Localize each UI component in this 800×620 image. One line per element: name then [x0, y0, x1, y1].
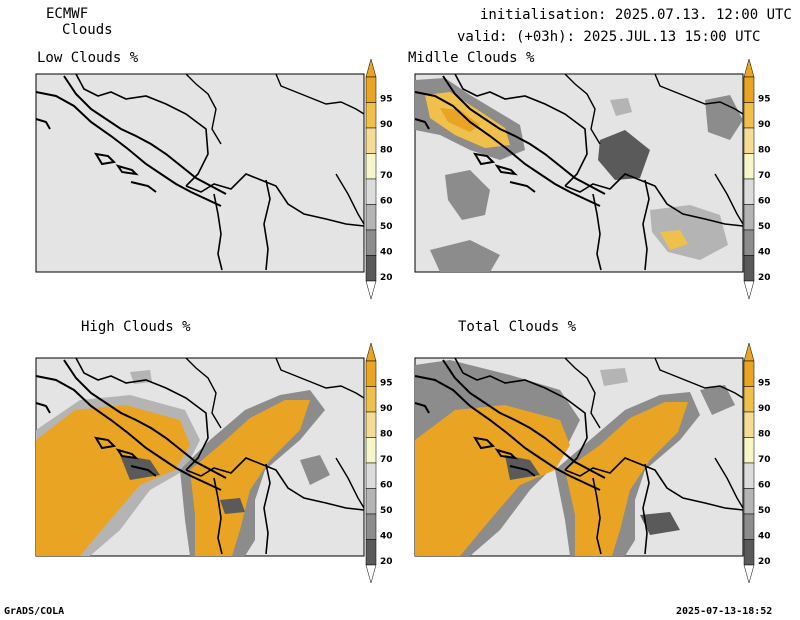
colorbar-label: 60	[758, 481, 771, 491]
colorbar-swatch	[743, 127, 755, 154]
colorbar-label: 70	[758, 455, 771, 465]
colorbar-swatch	[743, 229, 755, 256]
colorbar-swatch	[365, 386, 377, 413]
colorbar-swatch	[743, 255, 755, 282]
colorbar-label: 60	[380, 481, 393, 491]
colorbar-top-arrow	[365, 58, 377, 78]
init-time: initialisation: 2025.07.13. 12:00 UTC	[480, 7, 792, 23]
colorbar-swatch	[365, 411, 377, 438]
colorbar-label: 70	[380, 171, 393, 181]
colorbar-top-arrow	[743, 342, 755, 362]
colorbar-label: 90	[758, 120, 771, 130]
colorbar-swatch	[743, 411, 755, 438]
colorbar-swatch	[365, 127, 377, 154]
panel-title-middle: Midlle Clouds %	[408, 50, 535, 66]
colorbar-label: 40	[758, 248, 771, 258]
colorbar-label: 90	[380, 404, 393, 414]
colorbar-swatch	[365, 360, 377, 387]
colorbar-swatch	[365, 488, 377, 515]
colorbar-label: 20	[380, 273, 393, 283]
colorbar-swatch	[743, 539, 755, 566]
valid-time: valid: (+03h): 2025.JUL.13 15:00 UTC	[457, 29, 761, 45]
colorbar-swatch	[743, 488, 755, 515]
colorbar-swatch	[365, 178, 377, 205]
colorbar-bottom-arrow	[743, 280, 755, 300]
colorbar-label: 70	[758, 171, 771, 181]
model-label: ECMWF	[46, 6, 89, 22]
colorbar-label: 80	[380, 430, 393, 440]
colorbar-label: 95	[758, 379, 771, 389]
colorbar-total: 95 90 80 70 60 50 40 20	[743, 342, 771, 584]
colorbar-swatch	[743, 437, 755, 464]
colorbar-swatch	[365, 539, 377, 566]
colorbar-label: 20	[380, 557, 393, 567]
total-cloud-field	[415, 360, 735, 556]
colorbar-label: 80	[758, 430, 771, 440]
colorbar-label: 50	[758, 222, 771, 232]
colorbar-label: 90	[758, 404, 771, 414]
colorbar-label: 95	[380, 95, 393, 105]
colorbar-swatch	[743, 462, 755, 489]
colorbar-label: 80	[758, 146, 771, 156]
colorbar-bottom-arrow	[365, 280, 377, 300]
colorbar-swatch	[365, 462, 377, 489]
panel-title-low: Low Clouds %	[37, 50, 139, 66]
colorbar-label: 95	[758, 95, 771, 105]
colorbar-label: 20	[758, 557, 771, 567]
colorbar-label: 70	[380, 455, 393, 465]
colorbar-top-arrow	[365, 342, 377, 362]
colorbar-label: 90	[380, 120, 393, 130]
colorbar-swatch	[743, 178, 755, 205]
colorbar-label: 60	[758, 197, 771, 207]
colorbar-swatch	[743, 153, 755, 180]
panel-middle	[414, 73, 744, 273]
colorbar-swatch	[365, 102, 377, 129]
footer-left: GrADS/COLA	[4, 606, 65, 617]
colorbar-swatch	[743, 513, 755, 540]
panel-title-total: Total Clouds %	[458, 319, 577, 335]
colorbar-swatch	[365, 76, 377, 103]
colorbar-swatch	[365, 153, 377, 180]
product-label: Clouds	[62, 22, 113, 38]
colorbar-label: 50	[380, 506, 393, 516]
colorbar-label: 50	[758, 506, 771, 516]
colorbar-swatch	[743, 360, 755, 387]
colorbar-high: 95 90 80 70 60 50 40 20	[365, 342, 393, 584]
panel-low	[35, 73, 365, 273]
colorbar-swatch	[365, 513, 377, 540]
colorbar-swatch	[743, 386, 755, 413]
colorbar-label: 50	[380, 222, 393, 232]
colorbar-swatch	[743, 102, 755, 129]
colorbar-bottom-arrow	[743, 564, 755, 584]
colorbar-label: 40	[380, 532, 393, 542]
colorbar-bottom-arrow	[365, 564, 377, 584]
colorbar-swatch	[365, 229, 377, 256]
high-cloud-field	[36, 370, 330, 556]
footer-right: 2025-07-13-18:52	[676, 606, 773, 617]
colorbar-swatch	[365, 204, 377, 231]
colorbar-swatch	[743, 76, 755, 103]
colorbar-swatch	[365, 437, 377, 464]
colorbar-label: 80	[380, 146, 393, 156]
middle-cloud-field	[415, 78, 743, 272]
colorbar-label: 60	[380, 197, 393, 207]
panel-high	[35, 357, 365, 557]
panel-total	[414, 357, 744, 557]
colorbar-label: 20	[758, 273, 771, 283]
panel-title-high: High Clouds %	[81, 319, 191, 335]
colorbar-label: 95	[380, 379, 393, 389]
colorbar-swatch	[743, 204, 755, 231]
colorbar-top-arrow	[743, 58, 755, 78]
colorbar-low: 95 90 80 70 60 50 40 20	[365, 58, 393, 300]
colorbar-label: 40	[758, 532, 771, 542]
colorbar-middle: 95 90 80 70 60 50 40 20	[743, 58, 771, 300]
colorbar-swatch	[365, 255, 377, 282]
colorbar-label: 40	[380, 248, 393, 258]
